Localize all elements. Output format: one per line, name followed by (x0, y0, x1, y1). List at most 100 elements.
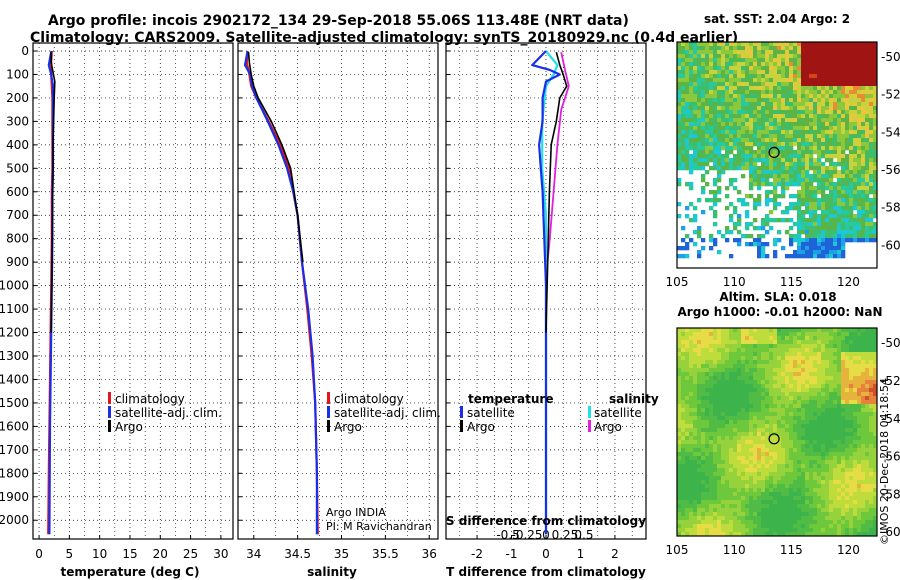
heatmap-cell (873, 238, 877, 243)
depth-tick-label: 1300 (0, 349, 29, 363)
heatmap-cell (733, 74, 738, 79)
heatmap-cell (849, 178, 854, 183)
heatmap-cell (697, 480, 702, 485)
heatmap-cell (717, 174, 722, 179)
heatmap-cell (689, 336, 694, 341)
heatmap-cell (821, 508, 826, 513)
heatmap-cell (749, 376, 754, 381)
heatmap-cell (713, 408, 718, 413)
heatmap-cell (801, 94, 806, 99)
heatmap-cell (809, 332, 814, 337)
heatmap-cell (849, 392, 854, 397)
heatmap-cell (717, 512, 722, 517)
heatmap-cell (869, 202, 874, 207)
heatmap-cell (821, 198, 826, 203)
heatmap-cell (677, 202, 682, 207)
heatmap-cell (737, 500, 742, 505)
heatmap-cell (749, 432, 754, 437)
heatmap-cell (825, 118, 830, 123)
heatmap-cell (769, 74, 774, 79)
heatmap-cell (821, 142, 826, 147)
heatmap-cell (737, 448, 742, 453)
heatmap-cell (801, 480, 806, 485)
heatmap-cell (849, 150, 854, 155)
heatmap-cell (677, 476, 682, 481)
heatmap-cell (793, 50, 798, 55)
heatmap-cell (697, 440, 702, 445)
heatmap-cell (849, 130, 854, 135)
heatmap-cell (841, 42, 846, 47)
heatmap-cell (841, 214, 846, 219)
heatmap-cell (809, 380, 814, 385)
heatmap-cell (709, 154, 714, 159)
heatmap-cell (857, 500, 862, 505)
heatmap-cell (773, 250, 778, 255)
heatmap-cell (717, 360, 722, 365)
heatmap-cell (765, 476, 770, 481)
heatmap-cell (729, 364, 734, 369)
heatmap-cell (785, 86, 790, 91)
heatmap-cell (769, 198, 774, 203)
heatmap-cell (677, 396, 682, 401)
heatmap-cell (853, 218, 858, 223)
heatmap-cell (841, 452, 846, 457)
heatmap-cell (681, 254, 686, 259)
heatmap-cell (745, 118, 750, 123)
heatmap-cell (769, 78, 774, 83)
heatmap-cell (821, 166, 826, 171)
heatmap-cell (857, 134, 862, 139)
heatmap-cell (709, 484, 714, 489)
heatmap-cell (677, 74, 682, 79)
heatmap-cell (721, 62, 726, 67)
heatmap-cell (821, 218, 826, 223)
heatmap-cell (685, 214, 690, 219)
heatmap-cell (841, 496, 846, 501)
heatmap-cell (773, 488, 778, 493)
heatmap-cell (853, 122, 858, 127)
heatmap-cell (841, 528, 846, 533)
heatmap-cell (693, 158, 698, 163)
heatmap-cell (737, 166, 742, 171)
heatmap-cell (785, 504, 790, 509)
heatmap-cell (845, 142, 850, 147)
heatmap-cell (781, 360, 786, 365)
heatmap-cell (725, 400, 730, 405)
heatmap-cell (781, 340, 786, 345)
heatmap-cell (817, 182, 822, 187)
heatmap-cell (741, 520, 746, 525)
heatmap-cell (829, 210, 834, 215)
heatmap-cell (705, 420, 710, 425)
heatmap-cell (685, 54, 690, 59)
heatmap-cell (745, 428, 750, 433)
heatmap-cell (789, 238, 794, 243)
heatmap-cell (677, 166, 682, 171)
heatmap-cell (773, 468, 778, 473)
heatmap-cell (701, 404, 706, 409)
heatmap-cell (805, 404, 810, 409)
heatmap-cell (857, 364, 862, 369)
heatmap-cell (717, 484, 722, 489)
heatmap-cell (725, 106, 730, 111)
heatmap-cell (777, 344, 782, 349)
heatmap-cell (693, 472, 698, 477)
heatmap-cell (781, 158, 786, 163)
heatmap-cell (841, 54, 846, 59)
heatmap-cell (849, 336, 854, 341)
heatmap-cell (825, 122, 830, 127)
heatmap-cell (745, 202, 750, 207)
heatmap-cell (857, 440, 862, 445)
heatmap-cell (789, 114, 794, 119)
heatmap-cell (773, 170, 778, 175)
heatmap-cell (801, 472, 806, 477)
heatmap-cell (757, 86, 762, 91)
heatmap-cell (869, 50, 874, 55)
heatmap-cell (793, 520, 798, 525)
heatmap-cell (865, 348, 870, 353)
heatmap-cell (781, 86, 786, 91)
sla-map-title: Altim. SLA: 0.018 (719, 290, 836, 304)
heatmap-cell (809, 492, 814, 497)
heatmap-cell (821, 102, 826, 107)
heatmap-cell (721, 138, 726, 143)
heatmap-cell (721, 340, 726, 345)
heatmap-cell (869, 190, 874, 195)
